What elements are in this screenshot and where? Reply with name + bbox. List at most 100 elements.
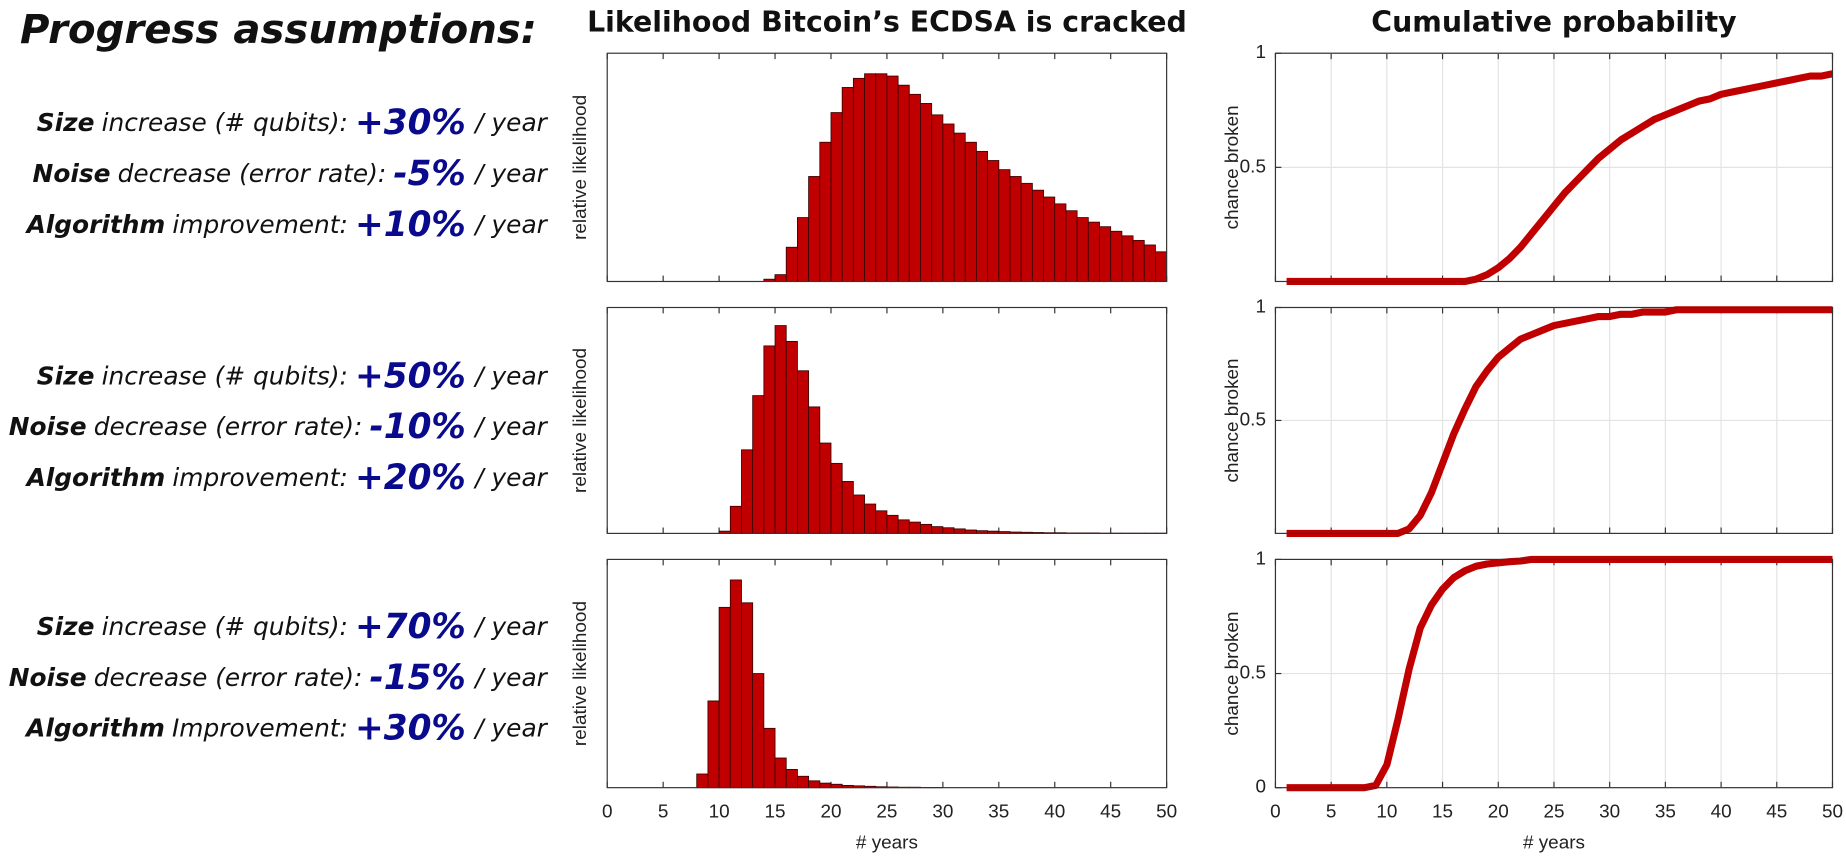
bar (1110, 230, 1123, 282)
bar (819, 141, 832, 282)
bar (908, 93, 921, 282)
bar (1121, 235, 1134, 282)
y-axis-label: chance broken (1222, 358, 1243, 482)
x-tick-label: 20 (820, 802, 841, 823)
assumption-line: Noise decrease (error rate): -5% / year (33, 154, 549, 194)
bar (942, 527, 955, 534)
bar (1155, 251, 1168, 282)
description: Improvement: (172, 714, 348, 743)
plot-frame (1274, 52, 1834, 283)
y-tick-label: 0.5 (1240, 409, 1266, 430)
bar (785, 340, 798, 534)
bar (797, 775, 810, 789)
bar (774, 757, 787, 789)
bar (785, 768, 798, 789)
bar (741, 602, 754, 789)
bar (897, 519, 910, 534)
bar (808, 406, 821, 534)
plot-frame (1274, 306, 1834, 534)
assumption-line: Size increase (# qubits): +50% / year (37, 356, 549, 396)
term: Noise (9, 412, 87, 441)
bar (931, 526, 944, 534)
assumption-line: Noise decrease (error rate): -10% / year (9, 407, 549, 447)
description: improvement: (172, 463, 348, 492)
bar (1099, 226, 1112, 282)
bar (964, 141, 977, 282)
y-axis-label: relative likelihood (570, 95, 591, 240)
x-tick-label: 5 (658, 802, 669, 823)
bar (763, 345, 776, 534)
bar (953, 132, 966, 282)
unit: / year (473, 412, 548, 441)
chart-title: Cumulative probability (1371, 6, 1736, 39)
x-tick-label: 25 (1543, 802, 1564, 823)
x-tick-label: 35 (988, 802, 1009, 823)
bar (920, 103, 933, 282)
y-axis-label: chance broken (1222, 612, 1243, 736)
x-tick-label: 15 (1432, 802, 1453, 823)
description: increase (# qubits): (102, 612, 348, 641)
term: Algorithm (25, 463, 166, 492)
bar (707, 700, 720, 789)
bar (774, 325, 787, 534)
bar (774, 274, 787, 282)
y-tick-label: 1 (1255, 297, 1266, 318)
term: Noise (9, 663, 87, 692)
bar (1132, 239, 1145, 282)
term: Algorithm (25, 210, 166, 239)
bar (741, 449, 754, 534)
bar (718, 606, 731, 789)
bar (886, 514, 899, 534)
plot-area (607, 559, 1167, 788)
bar (875, 510, 888, 534)
x-axis-label: # years (1523, 832, 1585, 853)
x-tick-label: 45 (1766, 802, 1787, 823)
y-tick-label: 1 (1255, 548, 1266, 569)
unit: / year (473, 159, 548, 188)
x-tick-label: 50 (1156, 802, 1177, 823)
chart-title: Likelihood Bitcoin’s ECDSA is cracked (587, 6, 1187, 39)
bar (830, 112, 843, 282)
x-tick-label: 0 (1270, 802, 1281, 823)
bar (886, 75, 899, 282)
description: increase (# qubits): (102, 108, 348, 137)
assumption-line: Size increase (# qubits): +70% / year (37, 607, 549, 647)
rate: +50% (355, 356, 466, 396)
bar (976, 150, 989, 282)
x-tick-label: 5 (1326, 802, 1337, 823)
bar (1087, 221, 1100, 282)
bar (819, 442, 832, 534)
x-tick-label: 20 (1488, 802, 1509, 823)
bar (1009, 176, 1022, 282)
assumption-line: Size increase (# qubits): +30% / year (37, 103, 549, 143)
x-axis-label: # years (856, 832, 918, 853)
description: decrease (error rate): (118, 159, 387, 188)
unit: / year (473, 361, 548, 390)
plot-frame (1274, 558, 1834, 789)
x-tick-label: 0 (602, 802, 613, 823)
y-axis-label: relative likelihood (570, 601, 591, 746)
unit: / year (473, 108, 548, 137)
plot-area (607, 307, 1167, 534)
unit: / year (473, 663, 548, 692)
bar (819, 782, 832, 789)
y-tick-label: 0.5 (1240, 663, 1266, 684)
x-tick-label: 10 (709, 802, 730, 823)
bar (852, 494, 865, 534)
rate: +10% (355, 204, 466, 244)
plot-frame (606, 558, 1168, 789)
bar (808, 780, 821, 789)
description: decrease (error rate): (94, 663, 363, 692)
x-tick-label: 45 (1100, 802, 1121, 823)
unit: / year (473, 714, 548, 743)
bar (987, 160, 1000, 282)
bar (998, 169, 1011, 282)
assumption-line: Algorithm Improvement: +30% / year (24, 708, 549, 748)
unit: / year (473, 210, 548, 239)
bar (931, 114, 944, 282)
bar (752, 395, 765, 534)
bar (864, 503, 877, 534)
rate: +20% (355, 457, 466, 497)
term: Size (37, 361, 95, 390)
bar (752, 673, 765, 789)
